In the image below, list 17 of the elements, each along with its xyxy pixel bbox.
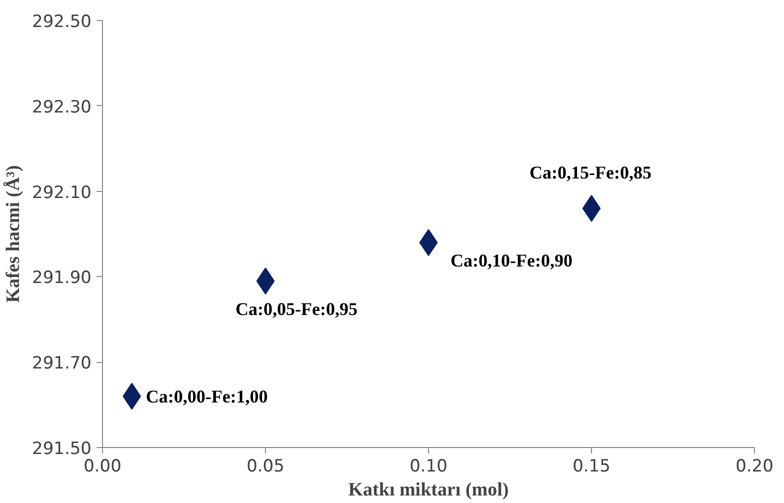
annotation: Ca:0,05-Fe:0,95 bbox=[236, 298, 358, 319]
x-tick-label: 0.05 bbox=[246, 456, 284, 476]
y-axis-title: Kafes hacmi (Å³) bbox=[3, 165, 24, 303]
y-tick-label: 291.90 bbox=[32, 268, 92, 288]
y-tick-label: 292.50 bbox=[32, 12, 92, 32]
annotation: Ca:0,00-Fe:1,00 bbox=[146, 386, 268, 406]
y-tick-label: 291.70 bbox=[32, 354, 92, 374]
x-tick-label: 0.20 bbox=[736, 456, 774, 476]
x-tick-label: 0.00 bbox=[84, 456, 122, 476]
x-tick-label: 0.10 bbox=[410, 456, 448, 476]
x-axis-title: Katkı miktarı (mol) bbox=[348, 480, 509, 500]
y-tick-label: 291.50 bbox=[32, 439, 92, 459]
x-tick-label: 0.15 bbox=[572, 456, 610, 476]
y-tick-label: 292.10 bbox=[32, 182, 92, 203]
annotation: Ca:0,15-Fe:0,85 bbox=[530, 162, 652, 182]
y-tick-label: 292.30 bbox=[32, 97, 92, 118]
annotation: Ca:0,10-Fe:0,90 bbox=[450, 250, 572, 271]
